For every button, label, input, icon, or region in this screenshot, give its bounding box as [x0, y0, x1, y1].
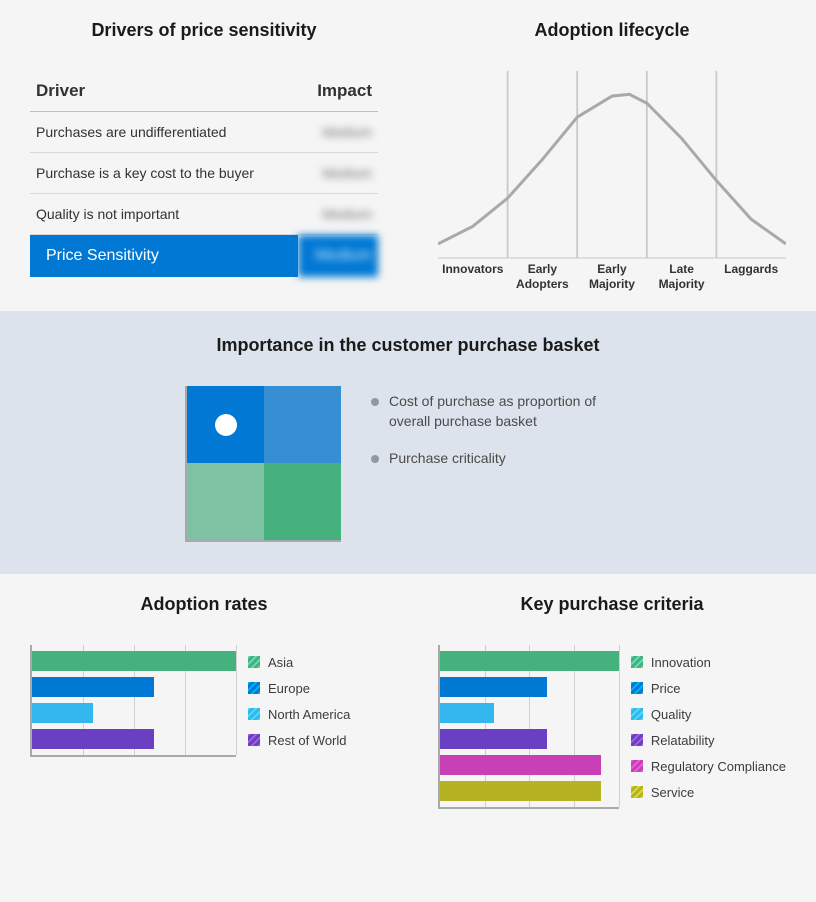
hbar — [440, 677, 547, 697]
legend-label: Rest of World — [268, 733, 347, 748]
lifecycle-segment-label: Laggards — [716, 262, 786, 291]
criteria-chart — [438, 645, 619, 809]
lifecycle-panel: Adoption lifecycle InnovatorsEarlyAdopte… — [408, 0, 816, 311]
basket-legend: Cost of purchase as proportion of overal… — [371, 386, 631, 487]
drivers-table: Driver Impact Purchases are undifferenti… — [30, 71, 378, 277]
basket-title: Importance in the customer purchase bask… — [30, 335, 786, 356]
lifecycle-segment-label: EarlyMajority — [577, 262, 647, 291]
legend-item: Rest of World — [248, 727, 378, 753]
legend-label: Quality — [651, 707, 691, 722]
swatch-icon — [248, 656, 260, 668]
drivers-summary-row: Price SensitivityMedium — [30, 235, 378, 278]
basket-legend-label: Cost of purchase as proportion of overal… — [389, 392, 631, 431]
gridline — [619, 645, 620, 807]
drivers-col-impact: Impact — [298, 71, 378, 112]
legend-item: Innovation — [631, 649, 786, 675]
lifecycle-title: Adoption lifecycle — [438, 20, 786, 41]
legend-item: Service — [631, 779, 786, 805]
matrix-quadrant-tr — [264, 386, 341, 463]
legend-label: Europe — [268, 681, 310, 696]
adoption-panel: Adoption rates Asia Europe North America Re… — [0, 574, 408, 829]
lifecycle-segment-label: Innovators — [438, 262, 508, 291]
swatch-icon — [631, 734, 643, 746]
hbar — [32, 677, 154, 697]
swatch-icon — [248, 708, 260, 720]
swatch-icon — [631, 682, 643, 694]
bullet-icon — [371, 455, 379, 463]
criteria-area: Innovation Price Quality Relatability Regula… — [438, 645, 786, 809]
basket-legend-item: Purchase criticality — [371, 449, 631, 469]
legend-item: Europe — [248, 675, 378, 701]
basket-legend-item: Cost of purchase as proportion of overal… — [371, 392, 631, 431]
basket-panel: Importance in the customer purchase bask… — [0, 311, 816, 574]
legend-label: Service — [651, 785, 694, 800]
impact-cell: Medium — [298, 194, 378, 235]
lifecycle-svg — [438, 71, 786, 291]
adoption-area: Asia Europe North America Rest of World — [30, 645, 378, 757]
hbar — [440, 781, 601, 801]
hbar — [440, 703, 494, 723]
lifecycle-chart: InnovatorsEarlyAdoptersEarlyMajorityLate… — [438, 71, 786, 291]
hbar — [440, 755, 601, 775]
legend-item: Regulatory Compliance — [631, 753, 786, 779]
table-row: Purchases are undifferentiatedMedium — [30, 112, 378, 153]
drivers-col-driver: Driver — [30, 71, 298, 112]
legend-item: Asia — [248, 649, 378, 675]
legend-label: North America — [268, 707, 350, 722]
swatch-icon — [248, 682, 260, 694]
adoption-legend: Asia Europe North America Rest of World — [248, 645, 378, 753]
table-row: Quality is not importantMedium — [30, 194, 378, 235]
hbar — [440, 651, 619, 671]
swatch-icon — [631, 760, 643, 772]
drivers-title: Drivers of price sensitivity — [30, 20, 378, 41]
lifecycle-labels: InnovatorsEarlyAdoptersEarlyMajorityLate… — [438, 262, 786, 291]
driver-cell: Purchase is a key cost to the buyer — [30, 153, 298, 194]
impact-cell: Medium — [298, 153, 378, 194]
adoption-chart — [30, 645, 236, 757]
swatch-icon — [631, 708, 643, 720]
legend-label: Regulatory Compliance — [651, 759, 786, 774]
driver-cell: Quality is not important — [30, 194, 298, 235]
summary-impact: Medium — [298, 235, 378, 278]
hbar — [32, 651, 236, 671]
gridline — [236, 645, 237, 755]
criteria-legend: Innovation Price Quality Relatability Regula… — [631, 645, 786, 805]
hbar — [32, 703, 93, 723]
driver-cell: Purchases are undifferentiated — [30, 112, 298, 153]
basket-matrix — [185, 386, 341, 542]
adoption-title: Adoption rates — [30, 594, 378, 615]
summary-label: Price Sensitivity — [30, 235, 298, 278]
swatch-icon — [631, 786, 643, 798]
legend-item: Quality — [631, 701, 786, 727]
swatch-icon — [631, 656, 643, 668]
lifecycle-segment-label: LateMajority — [647, 262, 717, 291]
swatch-icon — [248, 734, 260, 746]
bottom-row: Adoption rates Asia Europe North America Re… — [0, 574, 816, 829]
legend-item: Relatability — [631, 727, 786, 753]
legend-item: Price — [631, 675, 786, 701]
impact-cell: Medium — [298, 112, 378, 153]
basket-dot — [215, 414, 237, 436]
legend-label: Relatability — [651, 733, 715, 748]
legend-item: North America — [248, 701, 378, 727]
legend-label: Price — [651, 681, 681, 696]
hbar — [32, 729, 154, 749]
hbar — [440, 729, 547, 749]
legend-label: Innovation — [651, 655, 711, 670]
basket-legend-label: Purchase criticality — [389, 449, 506, 469]
matrix-quadrant-bl — [187, 463, 264, 540]
criteria-panel: Key purchase criteria Innovation Price Qua… — [408, 574, 816, 829]
lifecycle-segment-label: EarlyAdopters — [508, 262, 578, 291]
drivers-panel: Drivers of price sensitivity Driver Impa… — [0, 0, 408, 311]
matrix-quadrant-br — [264, 463, 341, 540]
bullet-icon — [371, 398, 379, 406]
legend-label: Asia — [268, 655, 293, 670]
criteria-title: Key purchase criteria — [438, 594, 786, 615]
table-row: Purchase is a key cost to the buyerMediu… — [30, 153, 378, 194]
basket-content: Cost of purchase as proportion of overal… — [30, 386, 786, 542]
top-row: Drivers of price sensitivity Driver Impa… — [0, 0, 816, 311]
